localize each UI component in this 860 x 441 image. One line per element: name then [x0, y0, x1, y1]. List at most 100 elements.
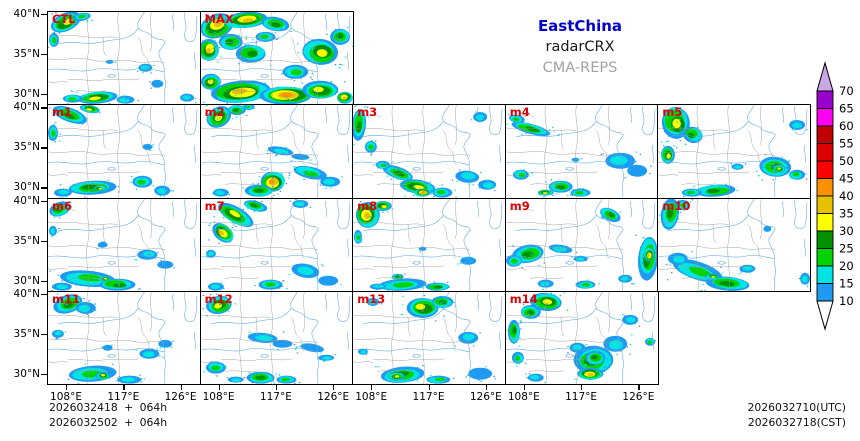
radar-map-m10: [658, 198, 811, 292]
panel-m4: m4: [504, 104, 659, 199]
panel-ctl: CTL: [47, 11, 201, 106]
colorbar-under-arrow: [816, 300, 834, 331]
panel-max: MAX: [199, 11, 354, 106]
colorbar-tick-label: 70: [839, 84, 854, 98]
colorbar-cell: [816, 213, 834, 232]
valid-time-cst: 2026032718(CST): [747, 415, 846, 429]
init-time-line-1: 2026032418 + 064h: [49, 401, 168, 414]
lat-tick-label: 30°N: [13, 274, 40, 287]
colorbar-over-arrow: [816, 61, 834, 92]
colorbar-tick-label: 15: [839, 277, 854, 291]
panel-m14: m14: [504, 290, 659, 386]
lat-tick-label: 35°N: [13, 48, 40, 60]
panel-m8: m8: [352, 197, 507, 293]
lat-tick: [41, 200, 47, 202]
colorbar-cell: [816, 108, 834, 127]
radar-map-m11: [48, 291, 198, 385]
radar-map-m6: [48, 198, 198, 292]
lon-tick-label: 126°E: [622, 391, 655, 403]
panel-m1: m1: [47, 104, 201, 199]
lat-tick-label: 30°N: [13, 181, 40, 194]
colorbar-tick-label: 35: [839, 207, 854, 221]
lon-tick-label: 126°E: [317, 391, 350, 403]
lat-tick: [41, 14, 47, 16]
panel-label-m7: m7: [204, 198, 225, 213]
lon-tick: [485, 384, 488, 390]
panel-m12: m12: [199, 290, 354, 386]
panel-m6: m6: [47, 197, 201, 293]
panel-label-m6: m6: [52, 198, 72, 213]
lon-tick-label: 108°E: [202, 391, 235, 403]
colorbar-tick-label: 65: [839, 102, 854, 116]
radar-map-m14: [505, 291, 656, 385]
lon-tick-label: 117°E: [412, 391, 445, 403]
radar-map-ctl: [48, 12, 198, 105]
panel-m5: m5: [657, 104, 812, 199]
colorbar-tick-label: 25: [839, 242, 854, 256]
panel-label-m13: m13: [357, 291, 386, 306]
panel-m10: m10: [657, 197, 812, 293]
lon-tick: [428, 384, 430, 390]
valid-time-text: 2026032710(UTC) 2026032718(CST): [660, 401, 846, 431]
model-title: CMA-REPS: [542, 60, 618, 76]
lon-tick-label: 117°E: [259, 391, 292, 403]
lat-tick-label: 30°N: [13, 88, 40, 100]
colorbar-tick-label: 30: [839, 224, 854, 238]
lat-tick: [41, 147, 47, 149]
lat-tick-label: 30°N: [13, 367, 40, 380]
panel-label-m1: m1: [52, 105, 72, 120]
lat-tick: [41, 240, 47, 242]
init-time-line-2: 2026032502 + 064h: [49, 415, 168, 429]
colorbar-cell: [816, 125, 834, 144]
panel-label-m10: m10: [662, 198, 691, 213]
colorbar-tick-label: 60: [839, 119, 854, 133]
colorbar: 70 65 60 55 50 45 40 35 30 25 20 15 10: [812, 55, 859, 340]
panel-label-m3: m3: [357, 105, 378, 120]
panel-label-ctl: CTL: [52, 12, 76, 26]
title-block: EastChina radarCRX CMA-REPS: [500, 16, 660, 79]
radar-map-m12: [200, 291, 350, 385]
radar-map-m3: [353, 105, 503, 198]
panel-label-m2: m2: [204, 105, 225, 120]
lat-tick: [41, 187, 47, 189]
radar-map-m2: [200, 105, 350, 198]
lon-tick-label: 108°E: [355, 391, 388, 403]
colorbar-cell: [816, 283, 834, 302]
colorbar-tick-label: 50: [839, 154, 854, 168]
lat-tick: [41, 94, 47, 96]
lon-tick: [581, 384, 583, 390]
lat-tick: [41, 54, 47, 56]
lon-tick: [371, 384, 373, 390]
radar-map-m13: [353, 291, 503, 385]
lon-tick: [66, 384, 68, 390]
panel-m7: m7: [199, 197, 354, 293]
panel-label-m4: m4: [509, 105, 530, 120]
lon-tick: [180, 384, 182, 390]
init-time-text: 2026032418 + 064h 2026032502 + 064h: [49, 401, 167, 431]
radar-map-m5: [658, 105, 809, 198]
radar-map-max: [200, 12, 353, 105]
panel-m2: m2: [199, 104, 354, 199]
colorbar-tick-label: 40: [839, 189, 854, 203]
lat-tick-label: 40°N: [13, 287, 40, 300]
panel-label-m12: m12: [204, 291, 233, 306]
lat-tick-label: 40°N: [13, 8, 40, 20]
panel-label-m9: m9: [509, 198, 530, 213]
lat-tick: [41, 280, 47, 282]
panel-m11: m11: [47, 290, 201, 386]
colorbar-cell: [816, 143, 834, 162]
radar-map-m1: [48, 105, 198, 198]
lon-tick: [523, 384, 526, 390]
lat-tick-label: 35°N: [13, 141, 40, 154]
radar-map-m8: [353, 198, 503, 292]
colorbar-cell: [816, 178, 834, 197]
colorbar-tick-label: 45: [839, 172, 854, 186]
lon-tick-label: 117°E: [107, 391, 140, 403]
lat-tick-label: 35°N: [13, 327, 40, 340]
lon-tick-label: 117°E: [565, 391, 598, 403]
lon-tick-label: 126°E: [469, 391, 502, 403]
colorbar-cell: [816, 230, 834, 249]
panel-label-m11: m11: [52, 291, 80, 306]
colorbar-tick-label: 20: [839, 259, 854, 273]
